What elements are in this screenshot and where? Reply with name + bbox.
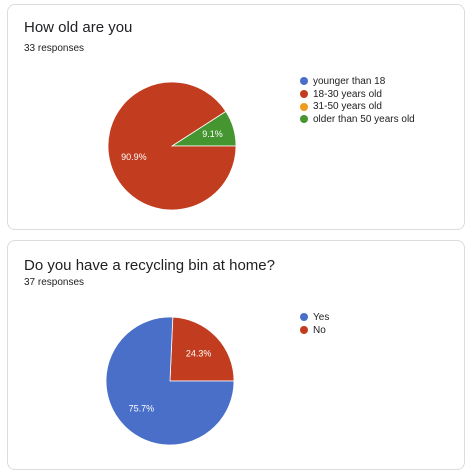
- legend-label: older than 50 years old: [313, 113, 415, 125]
- legend-swatch: [300, 77, 308, 86]
- legend-swatch: [300, 326, 308, 335]
- chart-legend: Yes No: [300, 311, 329, 336]
- legend-swatch: [300, 90, 308, 99]
- legend-swatch: [300, 115, 308, 124]
- pie-slice-label: 24.3%: [186, 349, 212, 359]
- legend-item-older-than-50-years-old: older than 50 years old: [300, 113, 415, 126]
- question-title: Do you have a recycling bin at home?: [24, 257, 275, 274]
- legend-item-younger-than-18: younger than 18: [300, 75, 415, 88]
- pie-slice-18-30-years-old: [107, 81, 237, 211]
- legend-label: 31-50 years old: [313, 101, 382, 113]
- pie-chart: 24.3% 75.7%: [105, 316, 235, 446]
- chart-card-recycling: Do you have a recycling bin at home? 37 …: [7, 240, 465, 470]
- legend-swatch: [300, 102, 308, 111]
- question-title: How old are you: [24, 19, 133, 36]
- legend-label: younger than 18: [313, 75, 386, 87]
- legend-swatch: [300, 313, 308, 322]
- chart-legend: younger than 18 18-30 years old 31-50 year…: [300, 75, 415, 126]
- legend-item-18-30-years-old: 18-30 years old: [300, 88, 415, 101]
- legend-item-31-50-years-old: 31-50 years old: [300, 100, 415, 113]
- legend-item-no: No: [300, 324, 329, 337]
- pie-slice-no: [169, 316, 235, 382]
- response-count: 33 responses: [24, 43, 85, 54]
- legend-item-yes: Yes: [300, 311, 329, 324]
- legend-label: Yes: [313, 311, 330, 323]
- chart-card-age: How old are you 33 responses 9.1% 90.9% y…: [7, 4, 465, 230]
- legend-label: No: [313, 324, 326, 336]
- pie-slice-label: 9.1%: [202, 129, 223, 139]
- response-count: 37 responses: [24, 277, 85, 288]
- pie-slice-yes: [105, 316, 235, 446]
- legend-label: 18-30 years old: [313, 88, 382, 100]
- pie-slice-label: 75.7%: [129, 403, 155, 413]
- pie-slice-label: 90.9%: [121, 152, 147, 162]
- pie-chart: 9.1% 90.9%: [107, 81, 237, 211]
